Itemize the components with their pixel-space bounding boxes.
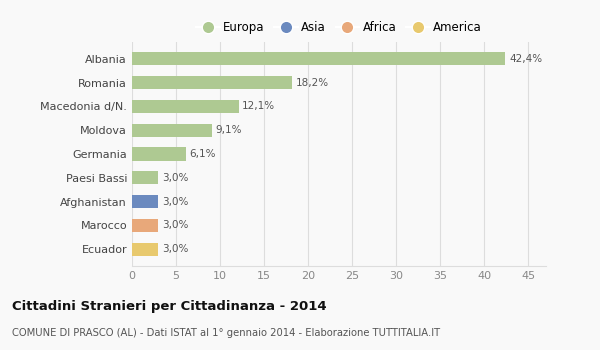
Bar [132, 76, 292, 89]
Text: 3,0%: 3,0% [162, 197, 188, 206]
Bar [132, 100, 239, 113]
Bar [132, 147, 186, 161]
Bar [132, 219, 158, 232]
Text: 42,4%: 42,4% [509, 54, 542, 64]
Text: Cittadini Stranieri per Cittadinanza - 2014: Cittadini Stranieri per Cittadinanza - 2… [12, 300, 326, 313]
Text: 9,1%: 9,1% [215, 125, 242, 135]
Text: 12,1%: 12,1% [242, 102, 275, 111]
Text: 3,0%: 3,0% [162, 173, 188, 183]
Legend: Europa, Asia, Africa, America: Europa, Asia, Africa, America [191, 16, 487, 39]
Bar [132, 52, 505, 65]
Bar [132, 124, 212, 137]
Text: 18,2%: 18,2% [296, 78, 329, 88]
Text: 3,0%: 3,0% [162, 220, 188, 230]
Bar [132, 195, 158, 208]
Text: 6,1%: 6,1% [189, 149, 216, 159]
Text: 3,0%: 3,0% [162, 244, 188, 254]
Bar [132, 243, 158, 256]
Text: COMUNE DI PRASCO (AL) - Dati ISTAT al 1° gennaio 2014 - Elaborazione TUTTITALIA.: COMUNE DI PRASCO (AL) - Dati ISTAT al 1°… [12, 328, 440, 338]
Bar [132, 171, 158, 184]
